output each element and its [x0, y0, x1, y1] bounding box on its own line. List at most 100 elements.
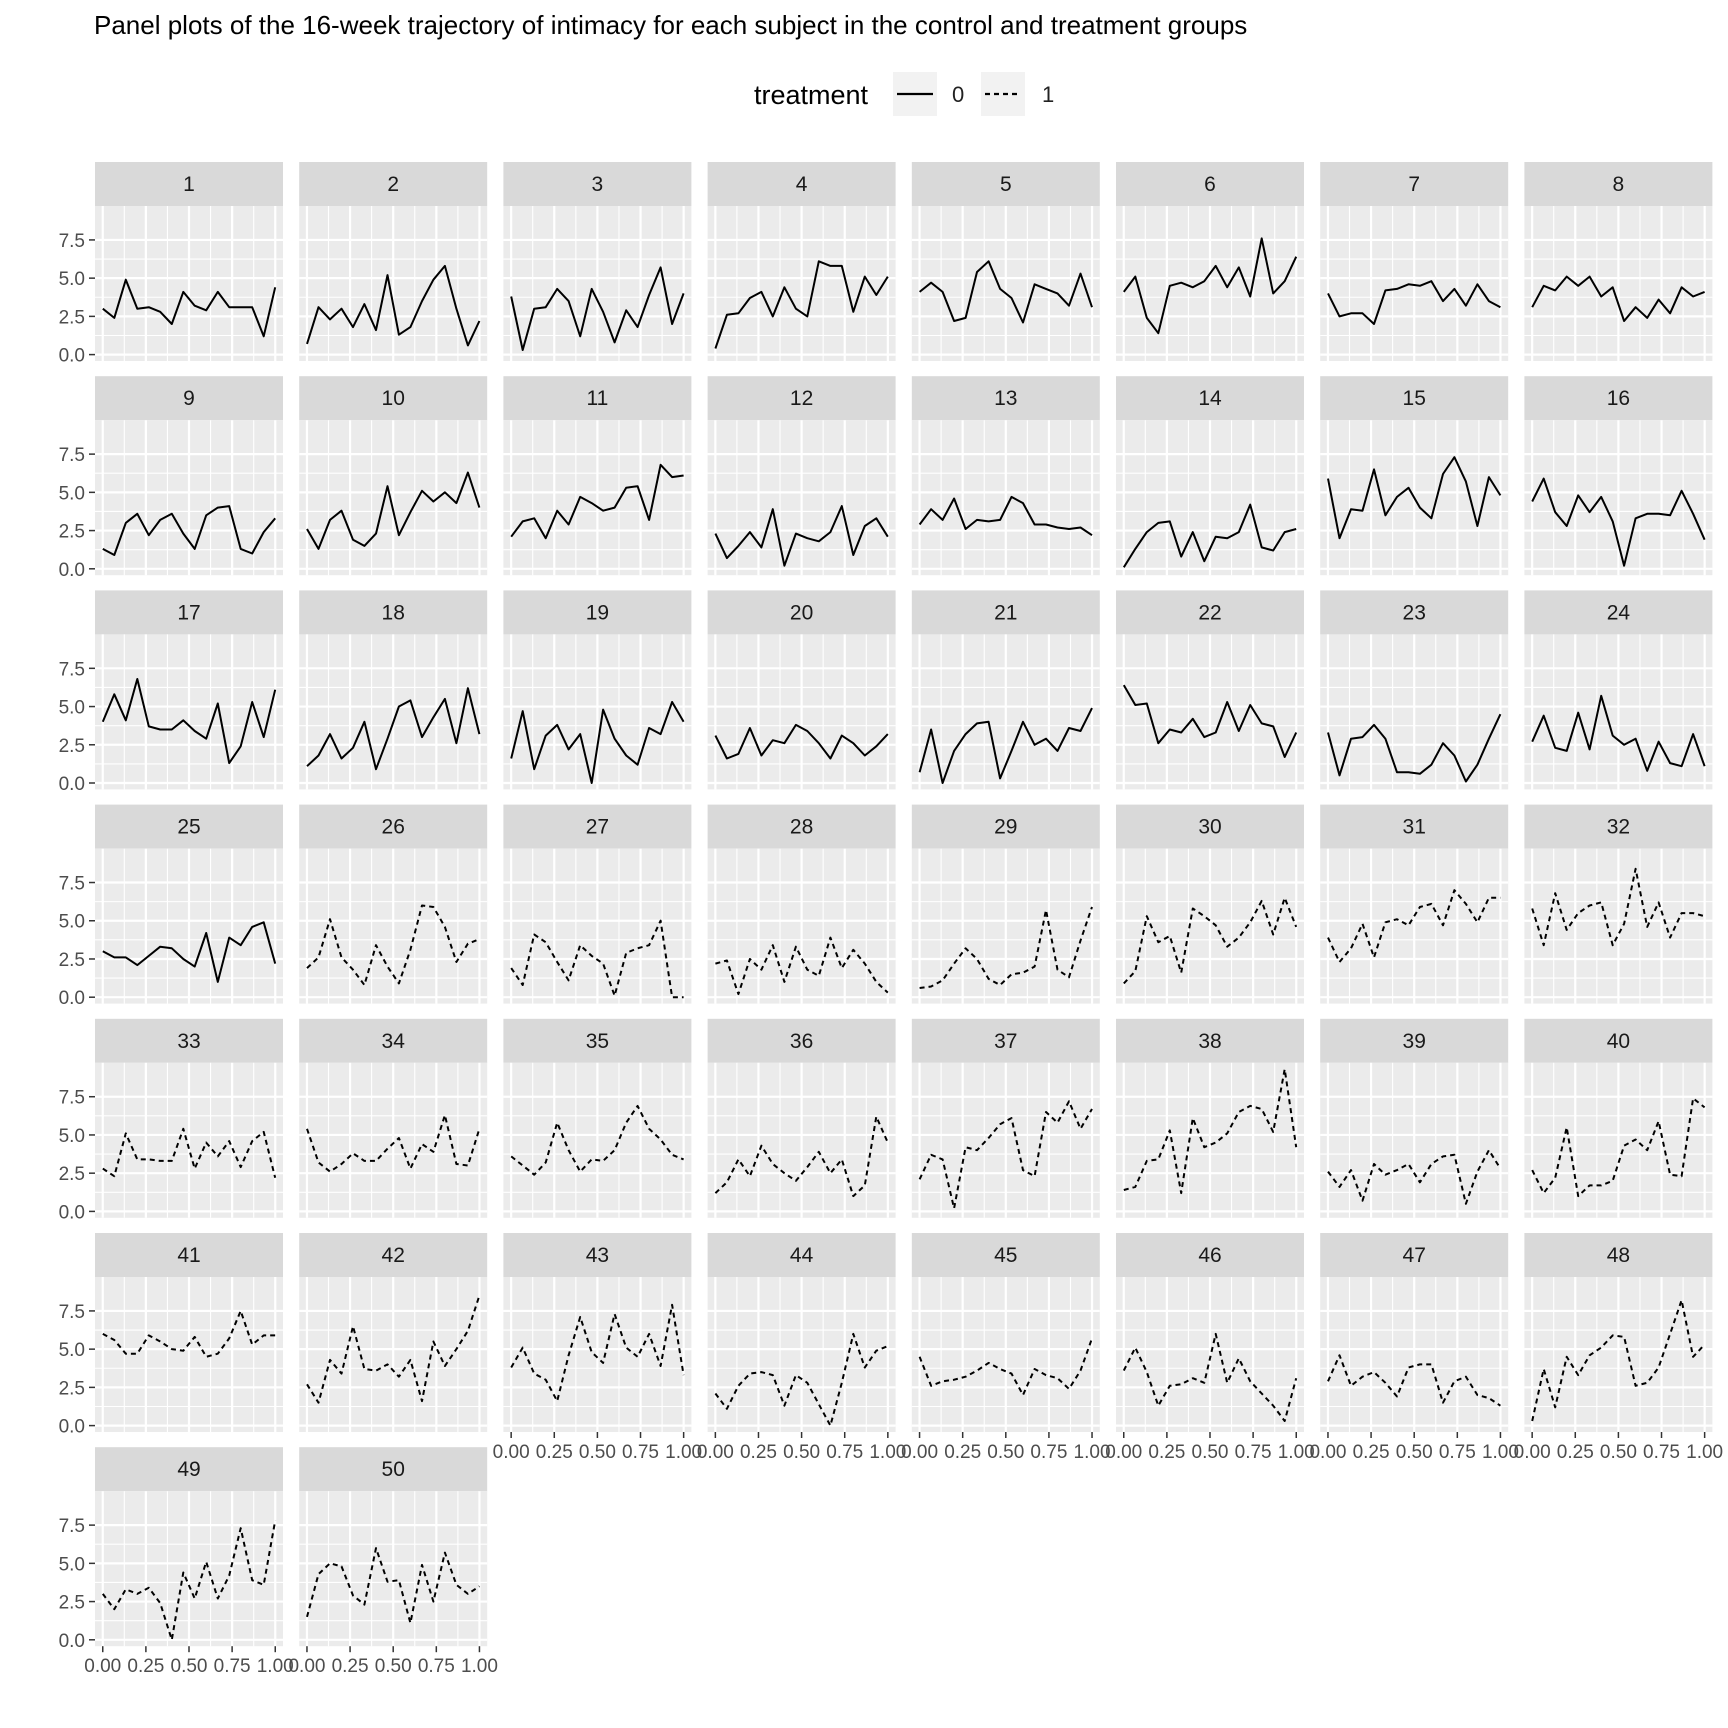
series-line-subject-21 [918, 707, 1093, 784]
panel-strip [911, 376, 1100, 421]
x-tick-label: 0.00 [1105, 1442, 1142, 1463]
panel-strip-label: 4 [796, 173, 808, 196]
series-line-subject-41 [102, 1309, 276, 1358]
x-tick-label: 1.00 [665, 1442, 702, 1463]
panel-strip [911, 1018, 1100, 1063]
y-tick-label: 0.0 [59, 774, 85, 795]
series-line-subject-49 [102, 1520, 277, 1641]
series-line-subject-16 [1531, 477, 1706, 567]
x-tick-label: 0.75 [418, 1656, 455, 1677]
series-line-subject-29 [919, 906, 1093, 989]
y-tick-label: 0.0 [59, 560, 85, 581]
series-line-subject-30 [1123, 896, 1298, 985]
panel-45: 45 0.00 0.25 0.50 0.75 1.00 [901, 1233, 1111, 1463]
panel-strip [503, 162, 692, 206]
panel-strip-label: 6 [1204, 173, 1216, 196]
panel-2: 2 [299, 162, 488, 361]
panel-strip [503, 1018, 692, 1063]
panel-strip-label: 32 [1607, 816, 1630, 839]
series-line-subject-8 [1531, 275, 1705, 322]
x-tick-label: 1.00 [1686, 1442, 1723, 1463]
legend-label-treatment: 1 [1042, 82, 1054, 107]
panel-36: 36 [707, 1018, 896, 1218]
x-tick-label: 0.25 [944, 1442, 981, 1463]
panel-28: 28 [707, 804, 896, 1004]
panel-strip [707, 1018, 896, 1063]
panel-strip-label: 25 [177, 816, 200, 839]
panel-strip-label: 17 [177, 601, 200, 624]
panel-strip-label: 42 [382, 1244, 405, 1267]
panel-strip [299, 1018, 488, 1063]
panel-1: 1 0.0 2.5 5.0 7.5 [59, 162, 283, 367]
panel-10: 10 [299, 376, 488, 576]
panel-strip-label: 39 [1403, 1030, 1426, 1053]
y-tick-label: 0.0 [59, 988, 85, 1009]
panel-strip [707, 804, 896, 849]
y-tick-label: 2.5 [59, 950, 85, 971]
series-line-subject-32 [1531, 867, 1705, 947]
panel-strip [1116, 590, 1304, 635]
panel-strip-label: 50 [382, 1458, 405, 1481]
panel-49: 49 0.0 2.5 5.0 7.5 0.00 0.25 0.50 0.75 1.00 [59, 1447, 294, 1677]
panel-strip [911, 590, 1100, 635]
panel-strip [95, 376, 283, 421]
panel-strip-label: 7 [1408, 173, 1420, 196]
y-tick-label: 5.0 [59, 483, 85, 504]
panel-4: 4 [707, 162, 896, 361]
panel-27: 27 [503, 804, 692, 1004]
panel-23: 23 [1320, 590, 1509, 790]
panel-strip [503, 376, 692, 421]
x-tick-label: 0.50 [1192, 1442, 1229, 1463]
series-line-subject-40 [1531, 1097, 1706, 1198]
series-line-subject-9 [102, 505, 276, 556]
panel-strip-label: 2 [387, 173, 399, 196]
panel-strip [299, 1233, 488, 1277]
x-tick-label: 1.00 [257, 1656, 294, 1677]
x-tick-label: 0.50 [987, 1442, 1024, 1463]
panel-22: 22 [1116, 590, 1304, 790]
series-line-subject-31 [1327, 889, 1501, 963]
panel-20: 20 [707, 590, 896, 790]
panel-strip-label: 27 [586, 816, 609, 839]
panel-strip [299, 590, 488, 635]
panel-16: 16 [1524, 376, 1713, 576]
series-line-subject-42 [306, 1295, 481, 1404]
panel-strip-label: 22 [1198, 601, 1221, 624]
panel-strip [95, 804, 283, 849]
y-tick-label: 7.5 [59, 874, 85, 895]
panel-strip-label: 41 [177, 1244, 200, 1267]
panel-strip-label: 28 [790, 816, 813, 839]
panel-strip-label: 40 [1607, 1030, 1630, 1053]
panel-34: 34 [299, 1018, 488, 1218]
x-tick-label: 0.50 [171, 1656, 208, 1677]
panel-38: 38 [1116, 1018, 1304, 1218]
panel-35: 35 [503, 1018, 692, 1218]
series-line-subject-46 [1122, 1332, 1298, 1422]
x-tick-label: 1.00 [1482, 1442, 1519, 1463]
panel-25: 25 0.0 2.5 5.0 7.5 [59, 804, 283, 1009]
panel-40: 40 [1524, 1018, 1713, 1218]
series-line-subject-22 [1122, 684, 1298, 758]
panel-strip-label: 29 [994, 816, 1017, 839]
panel-44: 44 0.00 0.25 0.50 0.75 1.00 [697, 1233, 906, 1463]
panel-13: 13 [911, 376, 1100, 576]
series-line-subject-18 [306, 687, 481, 771]
panel-strip-label: 3 [592, 173, 604, 196]
panel-33: 33 0.0 2.5 5.0 7.5 [59, 1018, 283, 1223]
series-line-subject-13 [918, 495, 1093, 537]
panel-strip-label: 47 [1403, 1244, 1426, 1267]
x-tick-label: 0.25 [536, 1442, 573, 1463]
panel-strip [503, 590, 692, 635]
x-tick-label: 0.75 [1643, 1442, 1680, 1463]
panel-strip-label: 24 [1607, 601, 1631, 624]
panel-strip [1524, 1233, 1713, 1277]
panel-strip-label: 19 [586, 601, 609, 624]
legend: treatment 0 1 [754, 72, 1054, 116]
panel-19: 19 [503, 590, 692, 790]
panel-strip [707, 1233, 896, 1277]
x-tick-label: 0.00 [901, 1442, 938, 1463]
x-tick-label: 0.25 [1557, 1442, 1594, 1463]
chart-title: Panel plots of the 16-week trajectory of… [94, 10, 1247, 40]
series-line-subject-27 [510, 919, 684, 999]
x-tick-label: 1.00 [1278, 1442, 1315, 1463]
